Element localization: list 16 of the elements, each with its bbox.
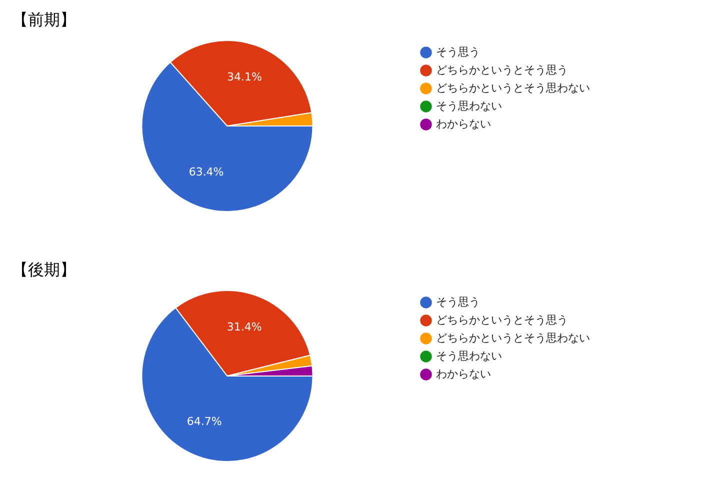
data-label: 31.4% — [226, 320, 262, 334]
legend-label: そう思う — [436, 45, 480, 58]
legend-label: わからない — [436, 117, 491, 130]
legend-label: どちらかというとそう思わない — [436, 81, 590, 94]
legend-label: そう思う — [436, 295, 480, 308]
data-label: 63.4% — [188, 166, 224, 179]
data-label: 34.1% — [227, 70, 262, 84]
data-label: 64.7% — [186, 414, 222, 428]
legend-label: どちらかというとそう思う — [436, 63, 568, 76]
chart-title: 【前期】 — [12, 10, 76, 31]
legend-label: そう思わない — [436, 349, 502, 362]
legend-label: どちらかというとそう思う — [436, 313, 568, 326]
legend-label: わからない — [436, 367, 491, 380]
legend-label: どちらかというとそう思わない — [436, 331, 590, 344]
chart-title: 【後期】 — [12, 260, 76, 281]
legend-label: そう思わない — [436, 99, 502, 112]
